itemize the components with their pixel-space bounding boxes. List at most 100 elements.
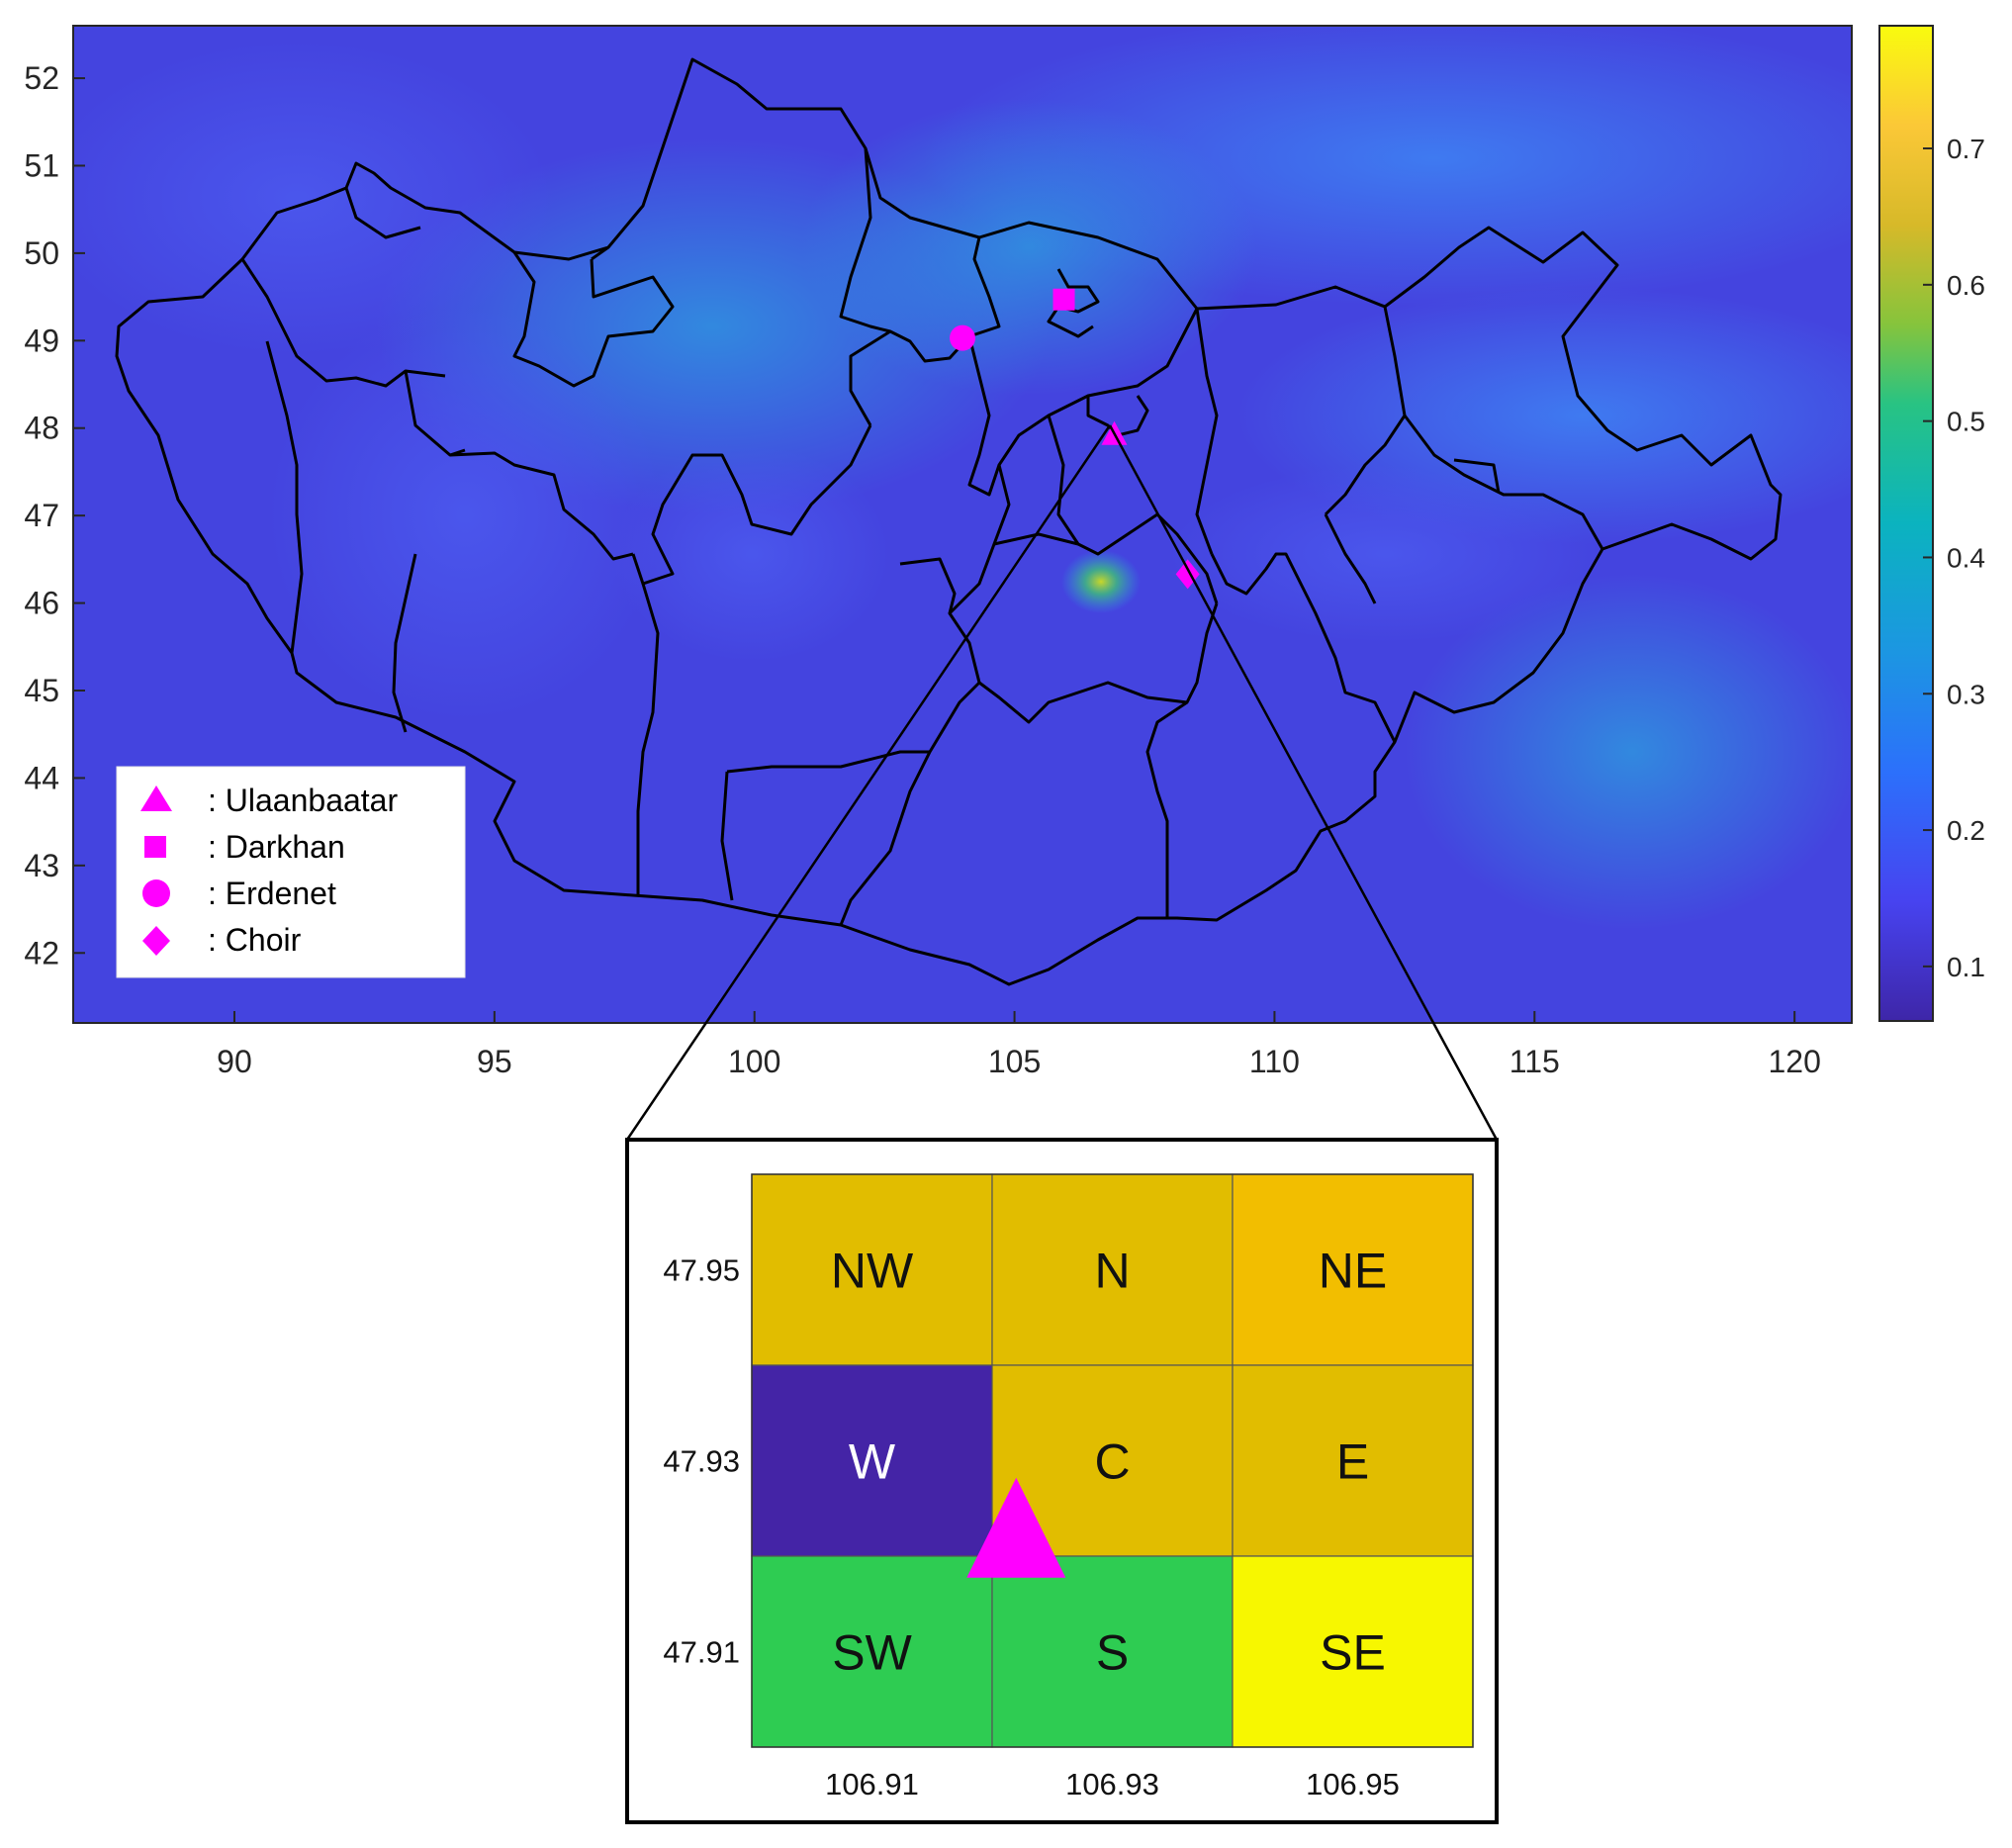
x-tick-label: 110 xyxy=(1249,1044,1300,1079)
grid-cell-label: SW xyxy=(832,1625,912,1681)
grid-cell-label: C xyxy=(1094,1434,1130,1490)
cloud-west xyxy=(267,307,663,722)
zoom-line-right xyxy=(1108,424,1499,1141)
map-panel: 90 95 100 105 110 115 120 42 43 44 45 46 47 48 49 50 51… xyxy=(24,25,1853,1079)
inset-ulaanbaatar-marker xyxy=(966,1477,1066,1578)
province-line xyxy=(1047,268,1100,338)
cloud-southeast xyxy=(1405,574,1852,930)
province-line xyxy=(899,557,957,614)
province-line xyxy=(240,258,446,388)
grid-cell-label: NW xyxy=(831,1244,914,1299)
legend-diamond-icon xyxy=(142,926,170,956)
y-tick-label: 47 xyxy=(24,498,59,533)
inset-grid: NW N NE W C E SW S SE xyxy=(751,1173,1474,1748)
colorbar-tick-label: 0.6 xyxy=(1947,270,1985,301)
inset-y-tick-label: 47.93 xyxy=(663,1444,740,1479)
province-line xyxy=(993,532,1079,546)
legend-circle-icon xyxy=(142,879,170,907)
inset-x-tick-label: 106.93 xyxy=(1065,1767,1159,1802)
cloud-center xyxy=(613,445,890,663)
province-line xyxy=(1453,458,1501,494)
province-line xyxy=(449,451,634,561)
province-line xyxy=(1324,306,1407,516)
grid-cell-label: SE xyxy=(1320,1625,1386,1681)
province-line xyxy=(1047,415,1219,604)
map-field xyxy=(73,26,1852,1023)
grid-cell-label: N xyxy=(1094,1244,1130,1299)
x-tick-label: 90 xyxy=(217,1044,252,1079)
province-line xyxy=(1145,700,1188,918)
colorbar-ticks: 0.1 0.2 0.3 0.4 0.5 0.6 0.7 xyxy=(1923,134,1985,982)
grid-cell-e xyxy=(1232,1364,1474,1557)
y-tick-label: 44 xyxy=(24,760,59,795)
cloud-northwest xyxy=(73,40,554,356)
inset-panel: NW N NEW C ESW S SE 106.91 106.93 106.95 47.9547… xyxy=(625,1138,1499,1824)
province-line xyxy=(726,750,930,774)
colorbar-gradient xyxy=(1878,25,1934,1022)
inset-x-axis: 106.91 106.93 106.95 xyxy=(825,1767,1400,1802)
map-x-axis: 90 95 100 105 110 115 120 xyxy=(217,1011,1821,1079)
map-y-axis: 42 43 44 45 46 47 48 49 50 51 52 xyxy=(24,60,85,970)
colorbar-tick-label: 0.4 xyxy=(1947,542,1985,573)
colorbar-tick-label: 0.2 xyxy=(1947,815,1985,846)
map-axes-frame xyxy=(72,25,1853,1024)
legend-label-choir: : Choir xyxy=(208,922,302,958)
grid-cell-nw xyxy=(751,1173,993,1366)
grid-cell-sw xyxy=(751,1555,993,1748)
legend-label-erdenet: : Erdenet xyxy=(208,876,336,911)
grid-cell-label: S xyxy=(1096,1625,1129,1681)
y-tick-label: 46 xyxy=(24,586,59,621)
grid-cell-label: W xyxy=(849,1434,896,1490)
y-tick-label: 52 xyxy=(24,60,59,96)
y-tick-label: 48 xyxy=(24,411,59,446)
zoom-connector xyxy=(625,424,1499,1141)
province-line xyxy=(404,370,466,457)
province-line xyxy=(720,771,734,901)
grid-cell-ne xyxy=(1232,1173,1474,1366)
inset-x-tick-label: 106.95 xyxy=(1306,1767,1400,1802)
inset-y-tick-label: 47.91 xyxy=(663,1635,740,1670)
province-line xyxy=(392,553,417,733)
legend-square-icon xyxy=(144,836,166,858)
y-tick-label: 50 xyxy=(24,235,59,271)
y-tick-label: 51 xyxy=(24,147,59,183)
colorbar: 0.1 0.2 0.3 0.4 0.5 0.6 0.7 xyxy=(1878,25,1985,1022)
cloud-east-center xyxy=(1167,465,1602,643)
province-line xyxy=(1210,552,1397,743)
colorbar-tick-label: 0.1 xyxy=(1947,952,1985,982)
province-line xyxy=(1324,513,1377,604)
colorbar-tick-label: 0.7 xyxy=(1947,134,1985,164)
legend-triangle-icon xyxy=(140,785,172,811)
province-line xyxy=(512,251,675,388)
province-line xyxy=(344,187,421,239)
x-tick-label: 100 xyxy=(728,1044,780,1079)
grid-cell-label: NE xyxy=(1319,1244,1387,1299)
x-tick-label: 120 xyxy=(1768,1044,1820,1079)
province-boundaries xyxy=(115,57,1783,986)
erdenet-marker xyxy=(950,324,975,351)
grid-cell-label: E xyxy=(1336,1434,1369,1490)
inset-y-tick-label: 47.95 xyxy=(663,1253,740,1288)
hotspot-ulaanbaatar-region xyxy=(1061,550,1141,613)
y-tick-label: 43 xyxy=(24,848,59,883)
grid-cell-se xyxy=(1232,1555,1474,1748)
darkhan-marker xyxy=(1052,288,1075,311)
province-line xyxy=(849,236,1001,426)
province-line xyxy=(1195,308,1219,555)
province-line xyxy=(591,245,609,261)
legend-box xyxy=(116,766,466,978)
y-tick-label: 45 xyxy=(24,673,59,708)
province-line xyxy=(978,602,1219,724)
inset-x-tick-label: 106.91 xyxy=(825,1767,919,1802)
colorbar-tick-label: 0.3 xyxy=(1947,679,1985,709)
inset-marker xyxy=(966,1477,1066,1578)
y-tick-label: 49 xyxy=(24,323,59,358)
province-line xyxy=(1403,415,1604,550)
province-line xyxy=(636,583,660,895)
inset-axes-frame xyxy=(751,1173,1474,1748)
legend-label-ulaanbaatar: : Ulaanbaatar xyxy=(208,783,398,818)
province-line xyxy=(265,340,304,654)
inset-y-axis: 47.95 47.93 47.91 xyxy=(663,1253,740,1670)
province-line xyxy=(631,424,872,586)
